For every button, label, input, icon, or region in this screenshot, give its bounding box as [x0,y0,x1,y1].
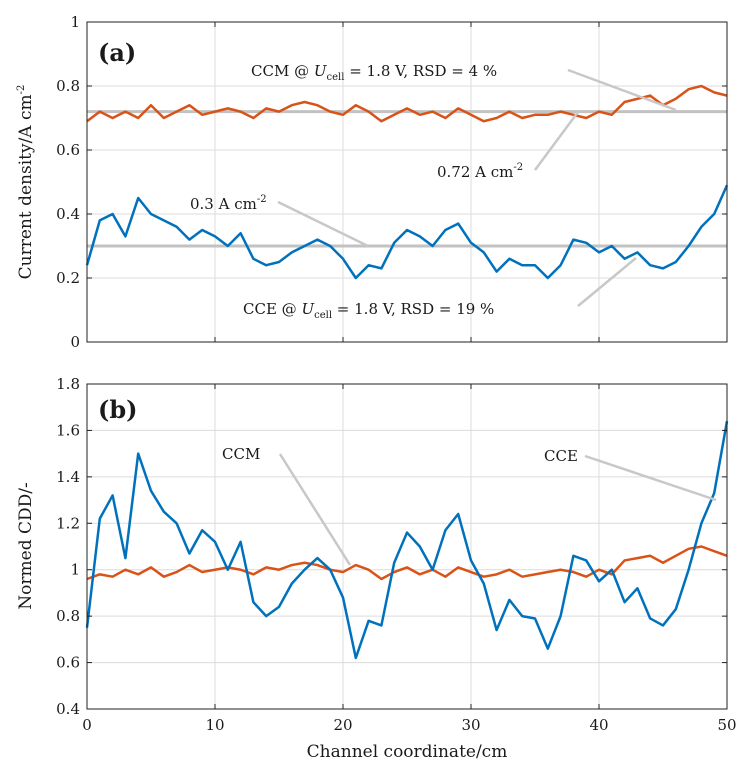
panel-b-series-blue-line [85,420,729,660]
panel-b-y-ticks: 0.4 0.6 0.8 1 1.2 1.4 1.6 1.8 [56,375,727,718]
label-072-leader [533,111,580,171]
panel-b-gridlines [86,383,728,710]
cce-label-leader [584,454,717,502]
y-tick-label: 1.2 [56,514,80,532]
y-tick-label: 1.4 [56,468,80,486]
panel-a: 0 0.2 0.4 0.6 0.8 1 (a) Current density/A cm-… [16,13,729,351]
label-03-leader [277,200,369,248]
ccm-series-label: CCM [222,445,260,463]
x-tick-label: 50 [717,716,736,734]
y-tick-label: 0.8 [56,607,80,625]
panel-a-reference-lines [87,110,727,248]
ccm-annotation-label: CCM @ Ucell = 1.8 V, RSD = 4 % [251,62,497,83]
x-tick-label: 40 [589,716,608,734]
panel-b-x-ticks: 0 10 20 30 40 50 [82,384,737,734]
x-tick-label: 30 [461,716,480,734]
cce-annotation-leader [577,257,637,307]
cce-annotation-label: CCE @ Ucell = 1.8 V, RSD = 19 % [243,300,494,321]
y-tick-label: 0.4 [56,700,80,718]
panel-a-series-orange-line [86,84,728,123]
x-tick-label: 0 [82,716,92,734]
label-072-a-cm2: 0.72 A cm-2 [437,162,523,181]
label-03-a-cm2: 0.3 A cm-2 [190,194,267,213]
x-tick-label: 20 [333,716,352,734]
y-tick-label: 1 [70,561,80,579]
panel-b-series-orange-line [86,545,728,581]
panel-a-y-ticks: 0 0.2 0.4 0.6 0.8 1 [56,13,728,351]
y-tick-label: 0 [70,333,80,351]
y-tick-label: 0.6 [56,141,80,159]
y-tick-label: 0.6 [56,654,80,672]
panel-a-series [85,84,729,280]
y-tick-label: 1 [70,13,80,31]
y-tick-label: 0.2 [56,269,80,287]
ccm-annotation-leader [567,68,677,112]
panel-a-y-axis-label: Current density/A cm-2 [16,85,36,280]
y-tick-label: 1.6 [56,421,80,439]
panel-b-label: (b) [98,395,138,424]
panel-b-y-axis-label: Normed CDD/- [16,482,36,609]
x-tick-label: 10 [205,716,224,734]
panel-a-series-blue-line [85,184,729,280]
cce-series-label: CCE [544,447,578,465]
panel-b: 0.4 0.6 0.8 1 1.2 1.4 1.6 1.8 0 10 20 30 40 50 (b) N… [16,375,737,762]
panel-b-series [85,420,729,660]
ccm-label-leader [278,453,352,566]
y-tick-label: 1.8 [56,375,80,393]
panel-a-plot-frame [86,21,728,343]
y-tick-label: 0.4 [56,205,80,223]
x-axis-label: Channel coordinate/cm [307,742,508,762]
y-tick-label: 0.8 [56,77,80,95]
panel-b-plot-frame [86,383,728,710]
panel-a-label: (a) [98,38,136,67]
